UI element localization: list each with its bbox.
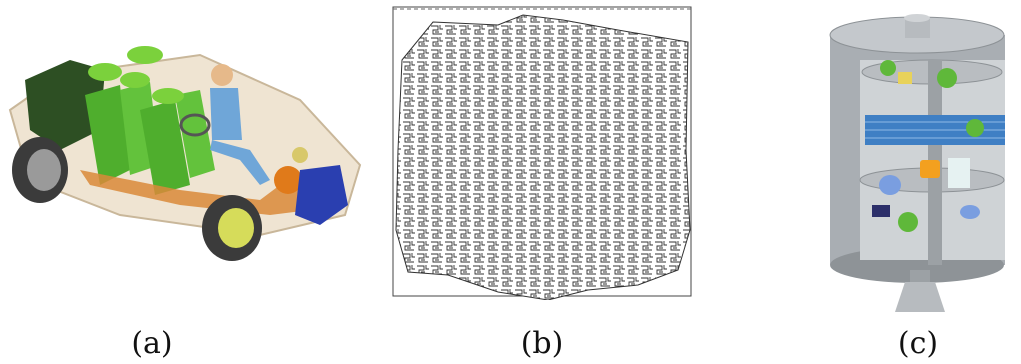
engine-part (274, 166, 302, 194)
rear-seat-left (85, 85, 130, 185)
headrest-4 (152, 88, 184, 104)
front-blue-part (295, 165, 348, 225)
component-green-3 (966, 119, 984, 137)
panel-a-car-image (0, 0, 370, 300)
nozzle-throat (910, 270, 930, 282)
component-yellow (898, 72, 912, 84)
caption-c: (c) (897, 326, 939, 361)
driver-legs (210, 140, 270, 185)
front-wheel-rim (218, 208, 254, 248)
fluid-reservoir (292, 147, 308, 163)
driver-head (211, 64, 233, 86)
driver-torso (210, 88, 242, 140)
headrest-2 (88, 63, 122, 81)
component-orange (920, 160, 940, 178)
panel-b-packing-image (388, 0, 698, 300)
rear-wheel-rim (27, 149, 61, 191)
headrest-3 (120, 72, 150, 88)
packed-components-region (395, 14, 691, 300)
satellite-module-illustration (829, 14, 1005, 312)
component-blue-sphere-2 (960, 205, 980, 219)
top-hub (905, 18, 930, 38)
packing-layout-illustration (392, 6, 692, 300)
top-hub-cap (904, 14, 930, 22)
component-blue-sphere-1 (879, 175, 901, 195)
component-dark-box (872, 205, 890, 217)
headrest-1 (127, 46, 163, 64)
front-seat-left (140, 100, 190, 195)
steering-wheel (179, 113, 211, 137)
engine-nozzle (895, 282, 945, 312)
component-white-tank (948, 158, 970, 188)
rear-trunk (25, 60, 105, 150)
panel-c-satellite-image (820, 0, 1020, 320)
caption-b: (b) (520, 326, 564, 361)
component-green-1 (880, 60, 896, 76)
drivetrain (80, 170, 310, 215)
caption-a: (a) (131, 326, 173, 361)
component-green-2 (937, 68, 957, 88)
component-green-4 (898, 212, 918, 232)
car-model-illustration (8, 46, 362, 261)
